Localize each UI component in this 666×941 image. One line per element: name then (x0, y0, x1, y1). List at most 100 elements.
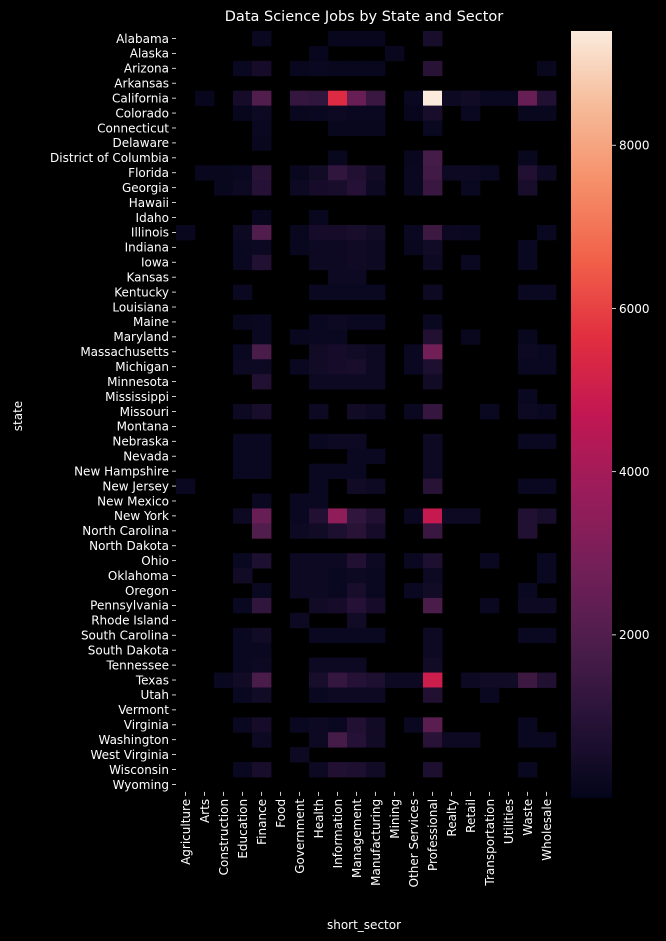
heatmap-cell (499, 90, 519, 106)
heatmap-cell (347, 224, 367, 241)
y-tick-label: Arkansas (114, 77, 169, 91)
y-tick-label: Washington (98, 733, 169, 747)
heatmap-cell (518, 105, 538, 121)
heatmap-cell (518, 344, 538, 360)
heatmap-cell (252, 732, 272, 748)
heatmap-cell (252, 553, 272, 569)
heatmap-cell (537, 90, 557, 106)
heatmap-cell (290, 329, 310, 345)
heatmap-cell (366, 224, 386, 241)
heatmap-cell (366, 478, 386, 494)
heatmap-cell (328, 105, 348, 121)
y-tick-label: West Virginia (90, 748, 169, 762)
x-tick-label: Other Services (407, 799, 421, 888)
heatmap-cell (233, 180, 253, 196)
heatmap-cell (328, 180, 348, 196)
heatmap-cell (233, 463, 253, 479)
heatmap-cell (404, 553, 424, 569)
x-tick-label: Government (293, 799, 307, 874)
heatmap-cell (233, 314, 253, 330)
heatmap-cell (366, 120, 386, 136)
heatmap-cell (366, 165, 386, 181)
y-tick-label: Oregon (125, 584, 169, 598)
heatmap-cell (328, 239, 348, 256)
y-tick-label: Tennessee (105, 658, 169, 672)
heatmap-cell (442, 224, 462, 241)
heatmap-cell (366, 254, 386, 271)
heatmap-cell (309, 180, 329, 196)
heatmap-cell (233, 90, 253, 106)
heatmap-cell (442, 90, 462, 106)
heatmap-cell (309, 657, 329, 673)
heatmap-cell (233, 642, 253, 659)
x-tick-label: Health (312, 799, 326, 838)
heatmap-cell (347, 90, 367, 106)
heatmap-cell (366, 105, 386, 121)
heatmap-cell (366, 717, 386, 733)
y-tick-label: New Jersey (102, 479, 169, 493)
heatmap-cell (309, 404, 329, 420)
heatmap-cell (328, 583, 348, 599)
heatmap-cell (309, 553, 329, 569)
x-tick-label: Professional (426, 799, 440, 871)
y-tick-label: Ohio (141, 554, 169, 568)
heatmap-cell (385, 45, 405, 62)
heatmap-cell (423, 224, 443, 241)
heatmap-cell (252, 90, 272, 106)
y-tick-label: New York (114, 509, 169, 523)
heatmap-cell (518, 180, 538, 196)
heatmap-cell (366, 448, 386, 465)
y-tick-label: Illinois (131, 226, 169, 240)
heatmap-cell (328, 717, 348, 733)
heatmap-cell (290, 224, 310, 241)
heatmap-cell (347, 374, 367, 390)
x-tick-label: Retail (464, 799, 478, 833)
heatmap-cell (252, 224, 272, 241)
heatmap-cell (423, 329, 443, 345)
x-tick-label: Finance (255, 799, 269, 845)
heatmap-cell (366, 762, 386, 778)
heatmap-cell (442, 732, 462, 748)
heatmap-cell (233, 254, 253, 271)
heatmap-cell (309, 568, 329, 584)
heatmap-cell (366, 314, 386, 330)
x-tick-label: Arts (198, 799, 212, 823)
y-tick-label: New Hampshire (74, 464, 169, 478)
heatmap-cell (309, 329, 329, 345)
heatmap-cell (328, 597, 348, 614)
heatmap-cell (423, 627, 443, 644)
heatmap-cell (328, 344, 348, 360)
heatmap-cell (252, 344, 272, 360)
heatmap-cell (537, 224, 557, 241)
heatmap-cell (347, 165, 367, 181)
heatmap-cell (518, 478, 538, 494)
heatmap-cell (328, 314, 348, 330)
heatmap-cell (423, 583, 443, 599)
heatmap-cell (328, 374, 348, 390)
y-tick-label: Pennsylvania (90, 599, 169, 613)
heatmap-cell (309, 463, 329, 479)
heatmap-cell (309, 627, 329, 644)
heatmap-cell (328, 553, 348, 569)
x-tick-label: Management (350, 799, 364, 878)
heatmap-cell (537, 478, 557, 494)
heatmap-cell (537, 433, 557, 450)
heatmap-cell (518, 284, 538, 300)
colorbar-tick-label: 8000 (619, 139, 650, 153)
heatmap-cell (309, 359, 329, 375)
colorbar-tick-label: 2000 (619, 628, 650, 642)
heatmap-cell (290, 612, 310, 629)
heatmap-cell (252, 493, 272, 509)
heatmap-cell (252, 583, 272, 599)
heatmap-cell (518, 732, 538, 748)
y-tick-label: Kansas (127, 270, 169, 284)
x-tick-label: Agriculture (179, 799, 193, 865)
heatmap-cell (461, 90, 481, 106)
x-tick-label: Utilities (502, 799, 516, 844)
heatmap-cell (423, 508, 443, 524)
y-tick-labels: AlabamaAlaskaArizonaArkansasCaliforniaCo… (50, 32, 176, 792)
heatmap-cell (328, 433, 348, 450)
heatmap-cell (233, 284, 253, 300)
heatmap-cell (328, 60, 348, 77)
heatmap-cell (309, 374, 329, 390)
